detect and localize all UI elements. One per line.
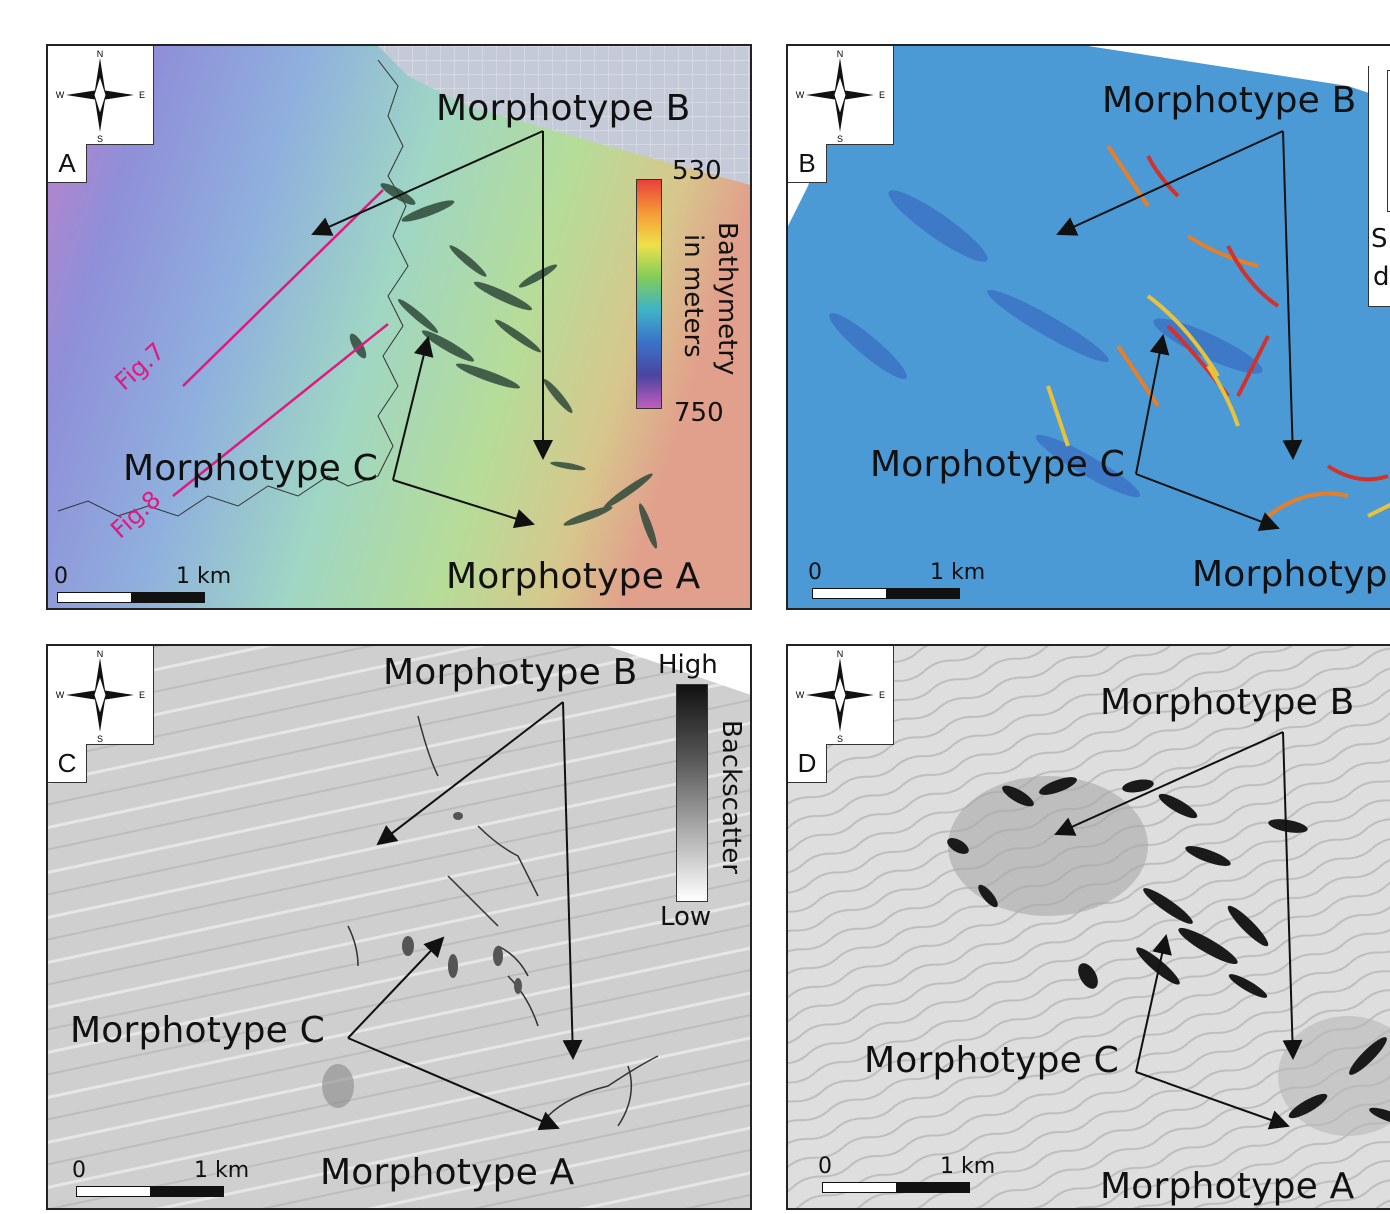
- slope-color-scale: [1387, 70, 1390, 212]
- scale-km: 1 km: [940, 1154, 996, 1179]
- scale-bar: [76, 1186, 224, 1197]
- legend-min-value: 750: [674, 398, 724, 428]
- slope-legend-box: S d: [1368, 66, 1390, 307]
- arrow-b-1: [1054, 731, 1284, 836]
- compass-rose-icon: N S W E: [48, 46, 154, 145]
- svg-text:E: E: [879, 690, 885, 700]
- morphotype-c-label: Morphotype C: [70, 1010, 325, 1051]
- scale-bar: [812, 588, 960, 599]
- scale-km: 1 km: [176, 564, 232, 589]
- scale-bar: [57, 592, 205, 603]
- morphotype-a-label: Morphotyp: [1192, 554, 1388, 595]
- svg-text:W: W: [56, 690, 65, 700]
- arrow-c-1: [347, 936, 445, 1039]
- compass-rose-icon: N S W E: [788, 646, 894, 745]
- morphotype-a-label: Morphotype A: [320, 1152, 575, 1193]
- morphotype-a-label: Morphotype A: [1100, 1166, 1355, 1207]
- panel-d-annotations: [1054, 731, 1303, 1130]
- legend-title-line1: Bathymetry: [712, 222, 742, 376]
- svg-text:W: W: [796, 690, 805, 700]
- svg-text:E: E: [139, 690, 145, 700]
- panel-d-hillshade-map: N S W E D Morphotype B Morphotype C Morp…: [786, 644, 1390, 1210]
- svg-text:W: W: [796, 90, 805, 100]
- scale-bar: [822, 1182, 970, 1193]
- scale-km: 1 km: [930, 560, 986, 585]
- panel-c-annotations: [347, 701, 583, 1131]
- bathymetry-surface: [48, 46, 750, 608]
- panel-letter: C: [48, 744, 87, 783]
- morphotype-c-label: Morphotype C: [864, 1040, 1119, 1081]
- panel-letter: B: [788, 144, 827, 183]
- svg-text:E: E: [139, 90, 145, 100]
- panel-c-backscatter-map: N S W E C Morphotype B Morphotype C Morp…: [46, 644, 752, 1210]
- scale-zero: 0: [54, 564, 68, 589]
- arrow-c-1: [1135, 334, 1170, 475]
- svg-text:N: N: [837, 49, 844, 59]
- svg-text:S: S: [97, 134, 103, 144]
- fig8-profile-line: [172, 323, 389, 497]
- svg-text:N: N: [837, 649, 844, 659]
- scale-zero: 0: [72, 1158, 86, 1183]
- scale-zero: 0: [808, 560, 822, 585]
- legend-title-line2: in meters: [678, 234, 708, 358]
- panel-a-bathymetry-map: N S W E A Morphotype B Morphotype C Morp…: [46, 44, 752, 610]
- arrow-b-2: [562, 701, 583, 1060]
- legend-max-value: 530: [672, 156, 722, 186]
- arrow-b-1: [376, 701, 564, 846]
- morphotype-b-label: Morphotype B: [1102, 80, 1357, 121]
- arrow-b-2: [1282, 731, 1303, 1060]
- bathymetry-color-scale: [636, 179, 662, 409]
- backscatter-surface: [48, 646, 750, 1208]
- panel-b-annotations: [1056, 130, 1303, 531]
- arrow-c-1: [392, 336, 434, 481]
- morphotype-c-label: Morphotype C: [123, 448, 378, 489]
- panel-letter: A: [48, 144, 87, 183]
- arrow-c-2: [392, 479, 535, 529]
- arrow-b-1: [1056, 130, 1284, 236]
- panel-letter: D: [788, 744, 827, 783]
- svg-text:W: W: [56, 90, 65, 100]
- arrow-c-2: [1135, 1071, 1290, 1130]
- legend-partial-label-2: d: [1373, 262, 1390, 292]
- backscatter-color-scale: [676, 684, 708, 902]
- morphotype-a-label: Morphotype A: [446, 556, 701, 597]
- svg-text:N: N: [97, 649, 104, 659]
- morphotype-c-label: Morphotype C: [870, 444, 1125, 485]
- compass-rose-icon: N S W E: [48, 646, 154, 745]
- morphotype-b-label: Morphotype B: [436, 88, 691, 129]
- svg-text:E: E: [879, 90, 885, 100]
- panel-b-slope-map: N S W E B Morphotype B Morphotype C Morp…: [786, 44, 1390, 610]
- legend-title: Backscatter: [716, 720, 746, 874]
- svg-text:S: S: [97, 734, 103, 744]
- scale-zero: 0: [818, 1154, 832, 1179]
- legend-partial-label-1: S: [1371, 224, 1388, 254]
- scale-km: 1 km: [194, 1158, 250, 1183]
- legend-high: High: [658, 650, 718, 680]
- panel-a-annotations: [172, 130, 553, 529]
- arrow-b-1: [311, 130, 544, 236]
- svg-text:N: N: [97, 49, 104, 59]
- compass-rose-icon: N S W E: [788, 46, 894, 145]
- svg-text:S: S: [837, 134, 843, 144]
- arrow-b-2: [1282, 130, 1303, 460]
- morphotype-b-label: Morphotype B: [383, 652, 638, 693]
- morphotype-b-label: Morphotype B: [1100, 682, 1355, 723]
- arrow-c-2: [1135, 473, 1280, 531]
- legend-low: Low: [660, 902, 712, 932]
- arrow-c-2: [347, 1037, 560, 1131]
- slope-surface: [788, 46, 1390, 608]
- svg-text:S: S: [837, 734, 843, 744]
- fig7-profile-line: [182, 189, 384, 387]
- arrow-c-1: [1135, 934, 1172, 1073]
